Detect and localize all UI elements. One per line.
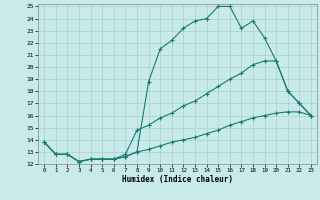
X-axis label: Humidex (Indice chaleur): Humidex (Indice chaleur) (122, 175, 233, 184)
